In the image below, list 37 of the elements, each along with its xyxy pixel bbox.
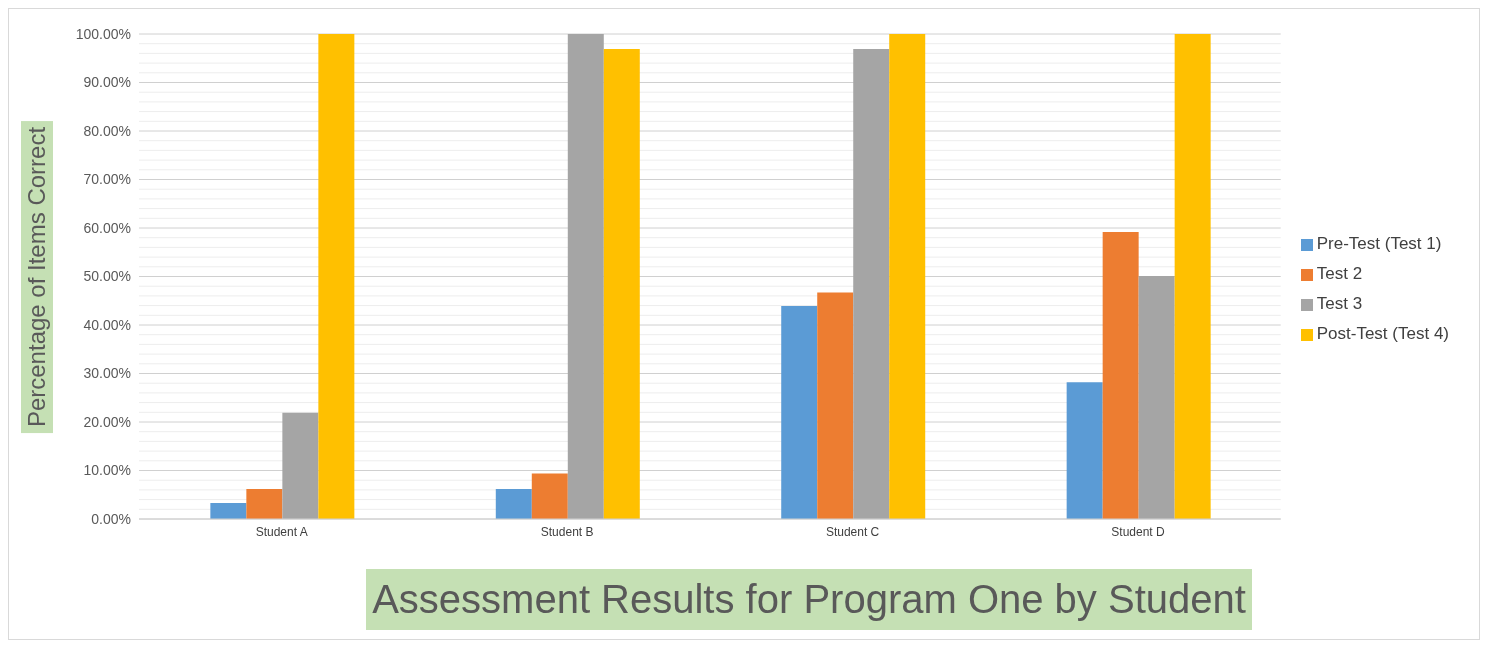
- bar: [531, 473, 568, 519]
- bar: [1174, 34, 1211, 519]
- bar: [282, 412, 319, 519]
- y-tick-label: 50.00%: [83, 268, 131, 285]
- y-axis-title: Percentage of Items Correct: [21, 120, 53, 433]
- y-tick-label: 80.00%: [83, 122, 131, 139]
- x-tick-label: Student D: [1111, 524, 1166, 539]
- bar: [210, 503, 247, 519]
- y-tick-label: 0.00%: [91, 510, 131, 527]
- legend-label: Post-Test (Test 4): [1316, 324, 1449, 343]
- x-tick-label: Student A: [255, 524, 308, 539]
- y-tick-label: 60.00%: [83, 219, 131, 236]
- bar: [603, 49, 640, 519]
- x-tick-label: Student C: [825, 524, 880, 539]
- y-tick-label: 30.00%: [83, 365, 131, 382]
- legend-label: Test 2: [1316, 264, 1363, 283]
- y-tick-label: 100.00%: [75, 25, 131, 42]
- bar: [495, 488, 532, 519]
- bar: [567, 34, 604, 519]
- bar: [781, 306, 818, 519]
- bar: [1066, 382, 1103, 519]
- bar: [817, 292, 854, 519]
- bar: [1102, 231, 1139, 519]
- legend-label: Pre-Test (Test 1): [1316, 234, 1442, 253]
- legend-label: Test 3: [1316, 294, 1363, 313]
- y-tick-label: 40.00%: [83, 316, 131, 333]
- y-tick-label: 10.00%: [83, 462, 131, 479]
- bar: [318, 34, 355, 519]
- y-tick-label: 20.00%: [83, 413, 131, 430]
- bar: [246, 488, 283, 519]
- y-tick-label: 70.00%: [83, 171, 131, 188]
- bar: [853, 49, 890, 519]
- bar: [889, 34, 926, 519]
- y-tick-label: 90.00%: [83, 74, 131, 91]
- x-tick-label: Student B: [540, 524, 594, 539]
- text: Assessment Results for Program One by Student: [366, 569, 1252, 630]
- bar: [1138, 276, 1175, 519]
